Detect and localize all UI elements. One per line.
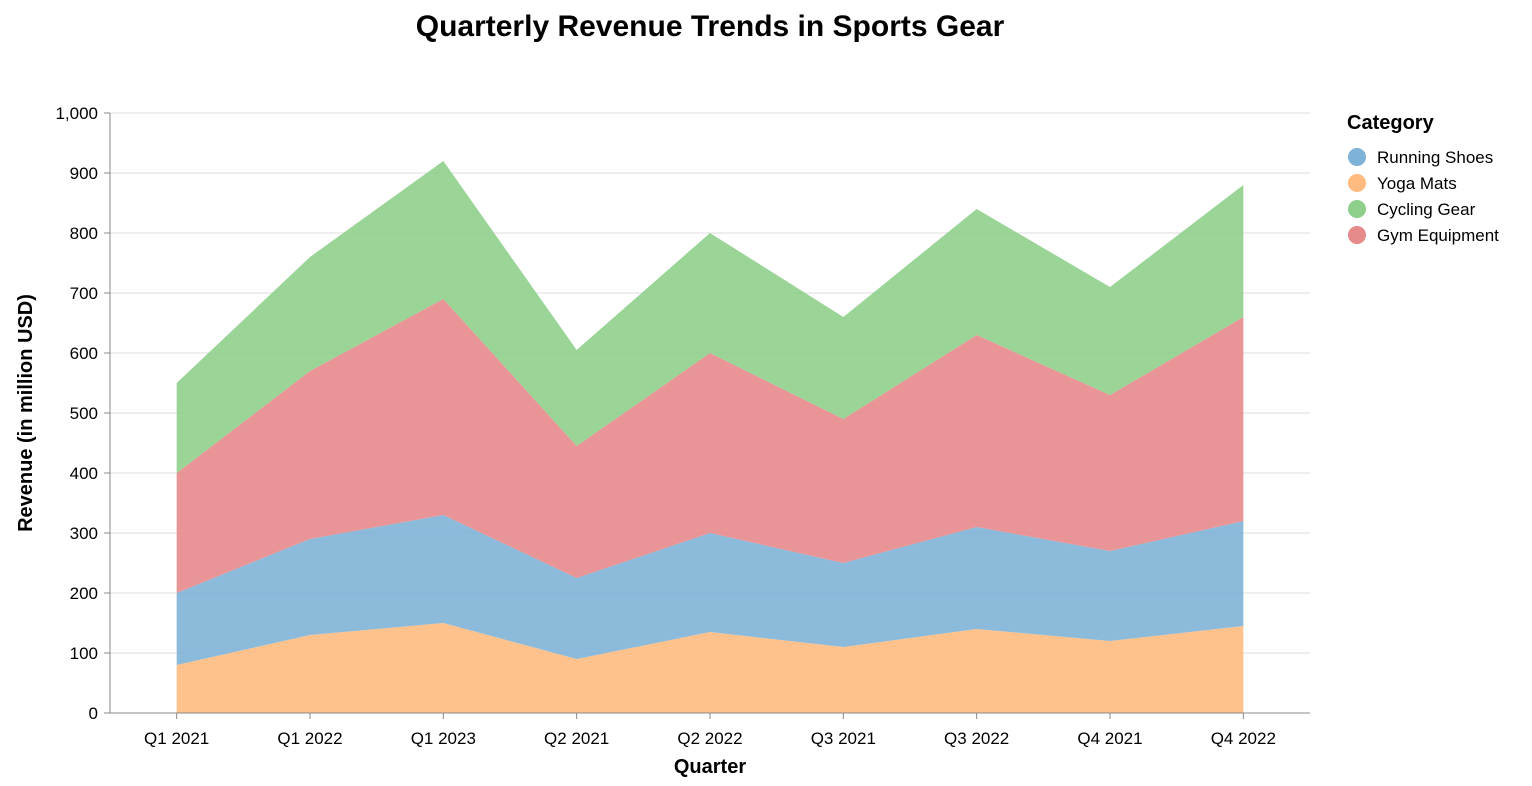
y-tick-label: 600 [70, 344, 98, 363]
legend-swatch [1348, 174, 1366, 192]
x-axis-title: Quarter [674, 756, 746, 778]
y-tick-label: 1,000 [55, 104, 98, 123]
x-tick-label: Q2 2022 [677, 729, 742, 748]
y-tick-label: 800 [70, 224, 98, 243]
y-tick-label: 400 [70, 464, 98, 483]
area-series [176, 161, 1244, 713]
y-tick-label: 200 [70, 584, 98, 603]
legend-swatch [1348, 200, 1366, 218]
legend-label: Running Shoes [1377, 148, 1493, 167]
area-yoga-mats [176, 623, 1244, 713]
legend-label: Gym Equipment [1377, 226, 1499, 245]
legend-title: Category [1347, 112, 1435, 134]
legend-label: Cycling Gear [1377, 200, 1476, 219]
y-tick-label: 900 [70, 164, 98, 183]
legend-label: Yoga Mats [1377, 174, 1457, 193]
area-running-shoes [176, 515, 1244, 665]
y-axis: 0 100 200 300 400 500 600 700 800 900 1,000 [55, 104, 111, 723]
legend-swatch [1348, 148, 1366, 166]
x-tick-label: Q4 2021 [1077, 729, 1142, 748]
x-tick-label: Q2 2021 [544, 729, 609, 748]
y-axis-title: Revenue (in million USD) [15, 294, 37, 532]
area-cycling-gear [176, 161, 1244, 473]
x-tick-label: Q1 2021 [144, 729, 209, 748]
legend: Category Running Shoes Yoga Mats Cycling G… [1347, 112, 1499, 245]
x-axis: Q1 2021 Q1 2022 Q1 2023 Q2 2021 Q2 2022 Q3 20… [110, 712, 1310, 748]
y-tick-label: 100 [70, 644, 98, 663]
x-tick-label: Q1 2022 [277, 729, 342, 748]
area-gym-equipment [176, 299, 1244, 593]
legend-swatch [1348, 226, 1366, 244]
y-tick-label: 0 [89, 704, 98, 723]
x-tick-label: Q3 2021 [811, 729, 876, 748]
x-tick-label: Q4 2022 [1211, 729, 1276, 748]
y-tick-label: 500 [70, 404, 98, 423]
x-tick-label: Q3 2022 [944, 729, 1009, 748]
chart-title: Quarterly Revenue Trends in Sports Gear [416, 10, 1005, 43]
y-tick-label: 700 [70, 284, 98, 303]
y-tick-label: 300 [70, 524, 98, 543]
x-tick-label: Q1 2023 [411, 729, 476, 748]
